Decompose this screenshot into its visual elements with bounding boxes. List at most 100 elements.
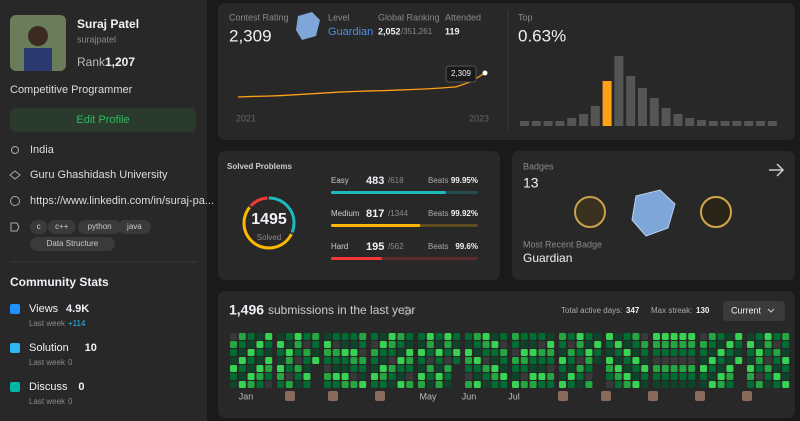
heatmap-cell [661,357,669,364]
heatmap-cell [726,333,734,340]
heatmap-cell [426,349,434,356]
heatmap-cell [418,373,425,380]
heatmap-cell [265,341,273,348]
heatmap-cell [435,357,443,364]
heatmap-cell [453,333,461,340]
heatmap-cell [491,373,499,380]
heatmap-cell [614,357,622,364]
link[interactable]: https://www.linkedin.com/in/suraj-pa... [30,195,214,207]
heatmap-cell [247,341,255,348]
heatmap-cell [294,381,302,388]
heatmap-cell [238,349,246,356]
distribution-bar [756,121,765,126]
heatmap-cell [567,349,575,356]
edit-button-label[interactable]: Edit Profile [76,114,129,126]
heatmap-cell [265,373,273,380]
distribution-bar [649,98,659,126]
heatmap-cell [717,357,725,364]
heatmap-cell [444,365,452,372]
year-select-label[interactable]: Current [731,305,762,315]
edit-button[interactable] [10,108,196,132]
month-badge-icon [375,391,385,401]
heatmap-cell [726,357,734,364]
heatmap-cell [277,365,284,372]
heatmap-cell [512,357,519,364]
distribution-bar [602,81,612,126]
heatmap-cell [277,341,284,348]
distribution-bar [567,118,577,126]
heatmap-cell [444,381,452,388]
heatmap-cell [332,333,340,340]
badge-icon [631,189,676,237]
heatmap-cell [435,349,443,356]
heatmap-cell [679,365,687,372]
avatar-body [24,48,52,71]
heatmap-cell [764,341,772,348]
heatmap-cell [679,341,687,348]
heatmap-cell [453,357,461,364]
contest-rating: 2,309 [229,26,272,45]
top: 0.63% [518,26,566,45]
heatmap-cell [755,333,763,340]
stat-icon [10,382,20,392]
heatmap-cell [324,341,331,348]
beats-label: Beats [428,209,448,218]
heatmap-cell [606,373,613,380]
stat-value: 4.9K [66,303,89,315]
heatmap-cell [473,381,481,388]
avatar-face [28,26,48,46]
heatmap-cell [632,341,640,348]
heatmap-cell [520,357,528,364]
heatmap-cell [294,357,302,364]
heatmap-cell [371,357,378,364]
heatmap-cell [623,381,631,388]
stat-week-value: 0 [68,358,73,367]
info-icon [402,306,412,316]
heatmap-cell [418,349,425,356]
select-caret [767,308,775,313]
heatmap-cell [614,333,622,340]
heatmap-cell [538,373,546,380]
heatmap-cell [256,357,264,364]
heatmap-cell [717,349,725,356]
heatmap-cell [491,349,499,356]
distribution-bar [626,76,636,126]
heatmap-cell [379,341,387,348]
heatmap-cell [397,357,405,364]
difficulty: Medium [331,209,360,218]
heatmap-cell [332,357,340,364]
submissions-count: 1,496 [229,302,264,318]
heatmap-cell [679,357,687,364]
distribution-bar [555,121,565,126]
badge-icon [700,196,732,228]
year-select[interactable] [723,301,785,321]
heatmap-cell [700,365,707,372]
heatmap-cell [547,373,555,380]
heatmap-cell [708,357,716,364]
heatmap-cell [520,333,528,340]
heatmap-cell [594,333,602,340]
heatmap-cell [324,349,331,356]
heatmap-cell [547,357,555,364]
heatmap-cell [230,333,237,340]
username: surajpatel [77,34,116,44]
community-title: Community Stats [10,275,109,289]
heatmap-cell [520,365,528,372]
heatmap-cell [520,349,528,356]
heatmap-cell [238,357,246,364]
heatmap-cell [341,373,349,380]
heatmap-cell [341,357,349,364]
heatmap-cell [350,341,358,348]
badges-arrow[interactable] [769,163,785,177]
heatmap-cell [256,341,264,348]
top-label: Top [518,12,533,22]
heatmap-cell [265,357,273,364]
level: Guardian [328,26,373,38]
month-badge-icon [558,391,568,401]
heatmap-cell [303,341,311,348]
heatmap-cell [538,357,546,364]
heatmap-cell [388,333,396,340]
progress-bar [331,224,421,227]
heatmap-cell [482,341,490,348]
heatmap-cell [312,341,320,348]
